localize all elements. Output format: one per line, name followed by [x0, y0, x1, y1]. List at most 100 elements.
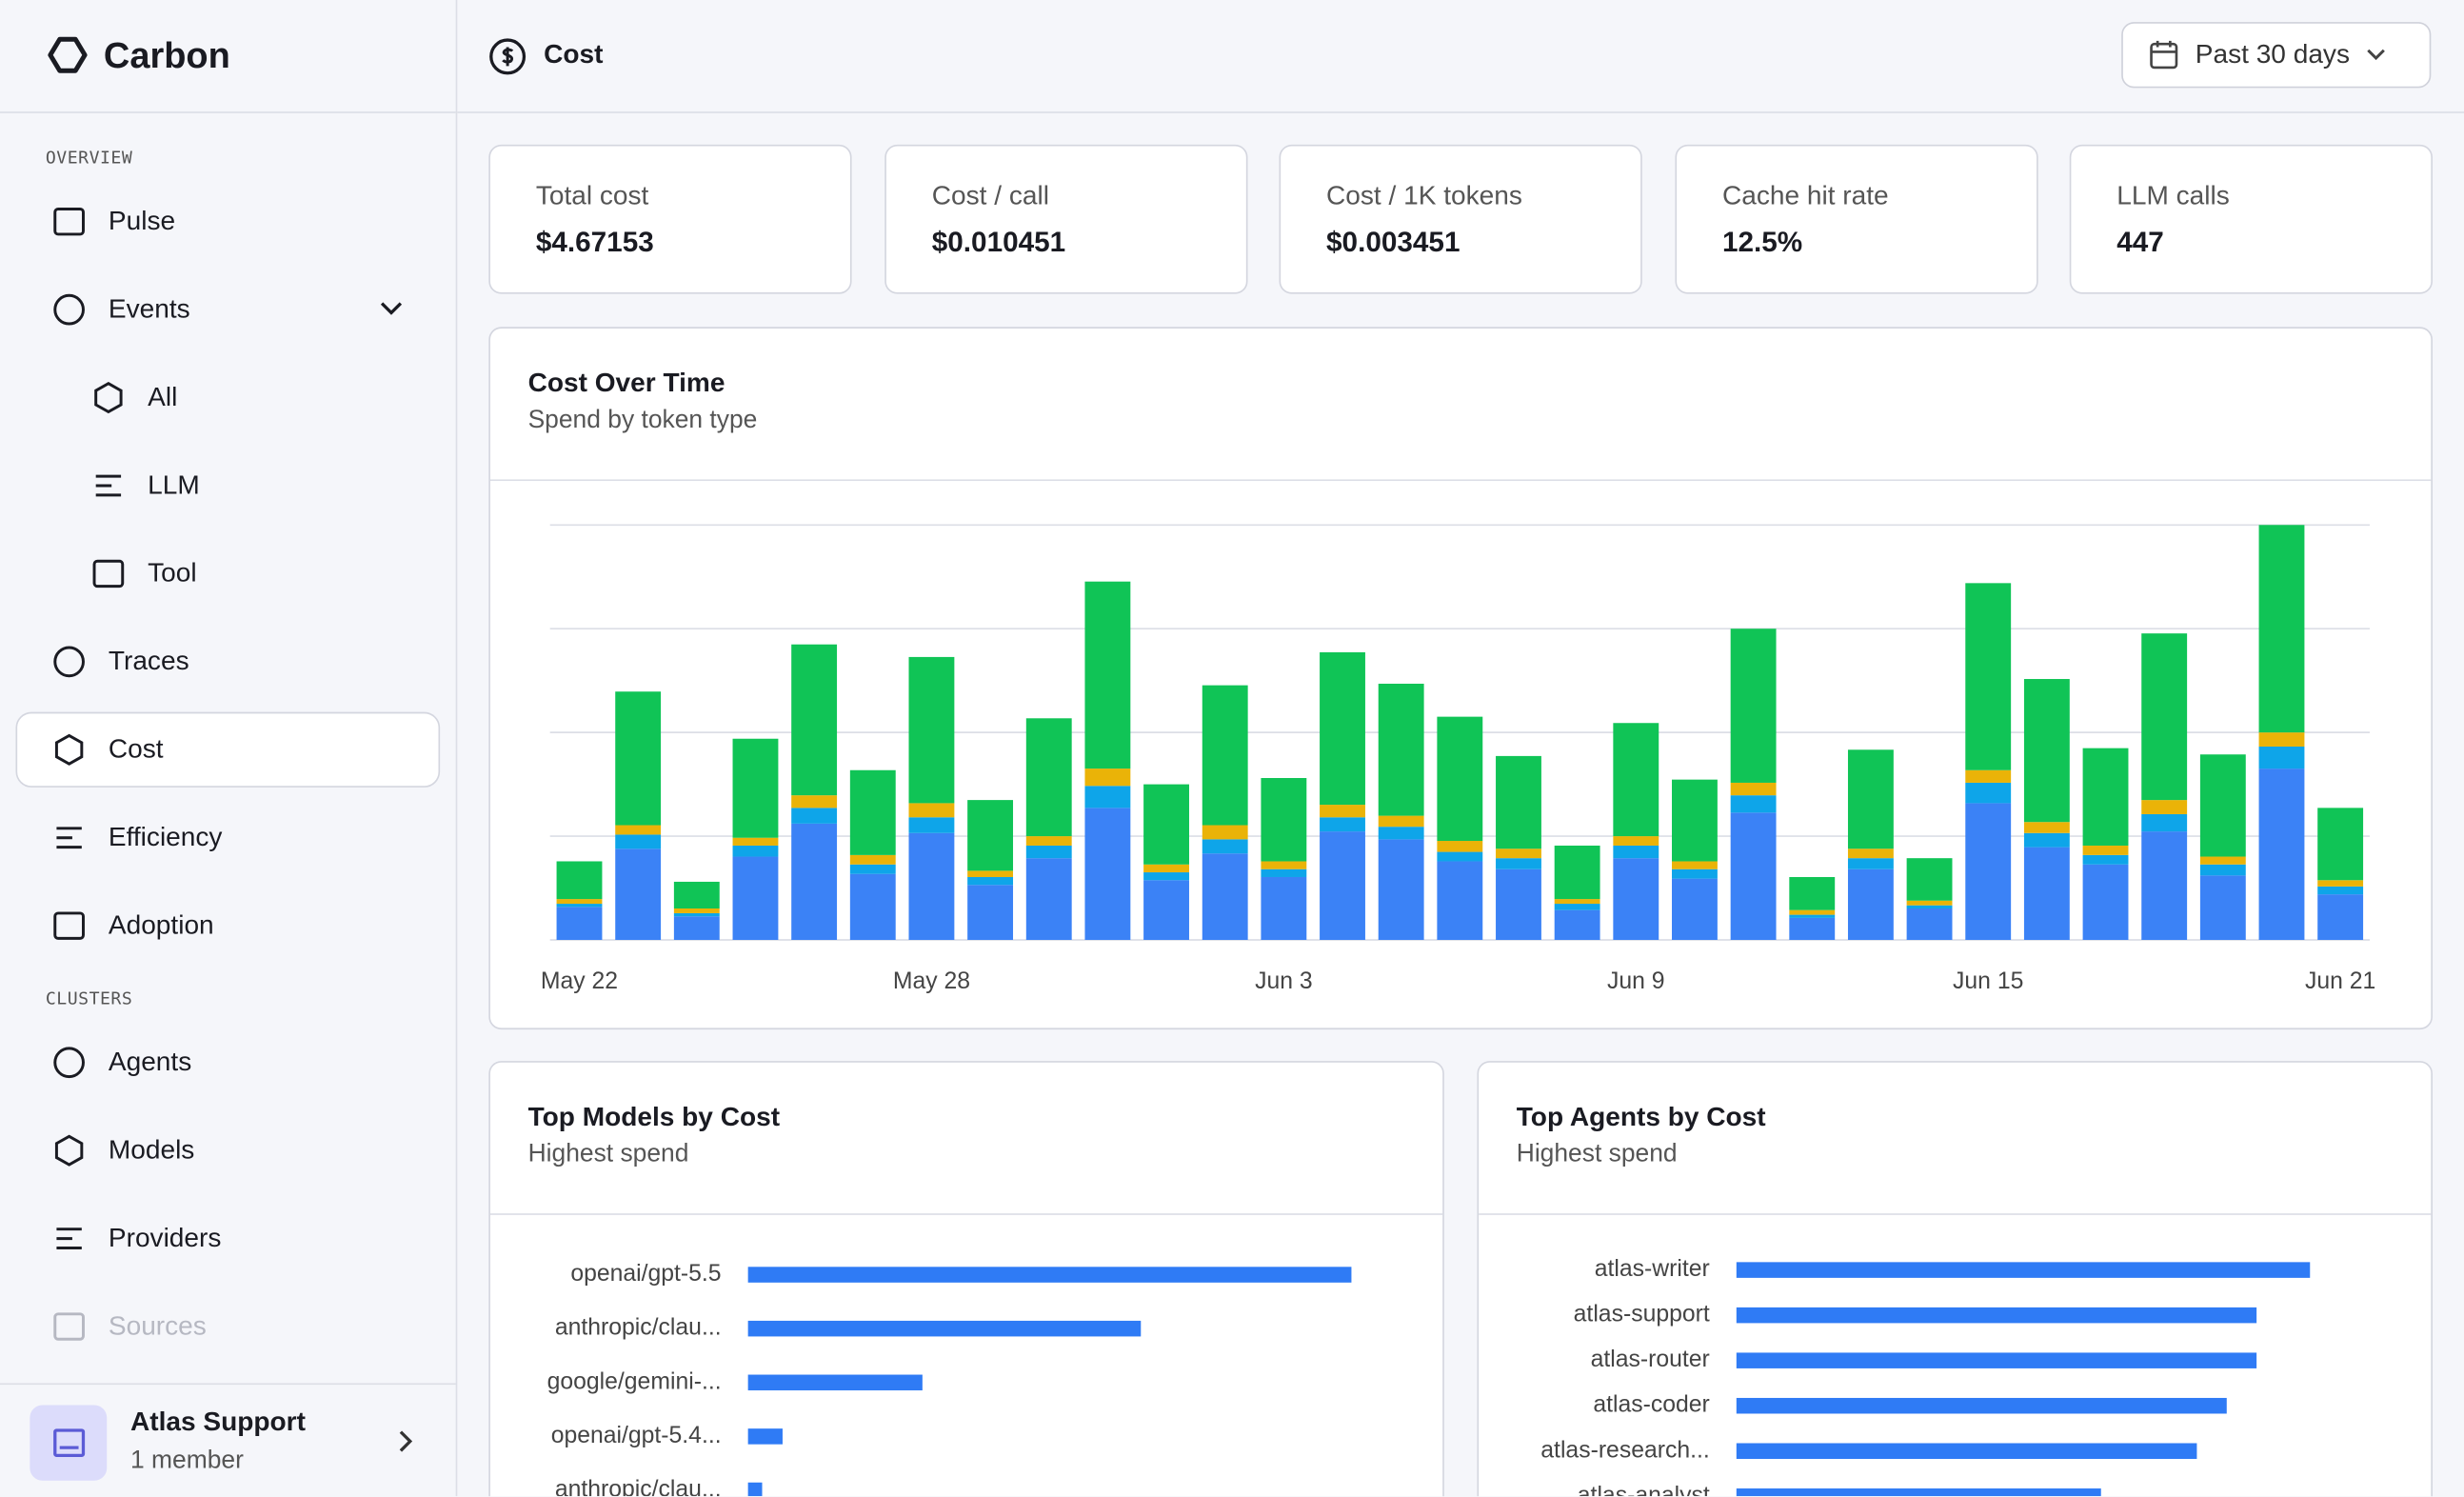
- kpi-card: Cache hit rate 12.5%: [1675, 144, 2038, 294]
- icon-shape: [56, 1228, 82, 1249]
- divider: [0, 111, 456, 113]
- kpi-value: $0.010451: [931, 226, 1066, 258]
- nav-icon: [54, 1134, 84, 1167]
- nav-label: Tool: [148, 557, 197, 589]
- kpi-card: Total cost $4.67153: [488, 144, 852, 294]
- nav-label: Agents: [108, 1047, 192, 1077]
- chart-subtitle: Highest spend: [527, 1141, 689, 1168]
- chart-card: Top Models by Cost Highest spend: [488, 1061, 1444, 1497]
- nav-item[interactable]: Traces: [16, 624, 441, 699]
- kpi-value: 12.5%: [1721, 226, 1803, 258]
- avatar-icon: [52, 1428, 85, 1458]
- icon-shape: [53, 1047, 85, 1079]
- chart-title: Top Models by Cost: [527, 1102, 781, 1132]
- icon-shape: [56, 827, 82, 849]
- chart-card: Top Agents by Cost Highest spend: [1477, 1061, 2433, 1497]
- chevron-right: [399, 1430, 413, 1452]
- nav-label: Adoption: [108, 909, 214, 941]
- nav-icon: [54, 733, 84, 766]
- chevron: [380, 302, 403, 315]
- workspace-avatar: [30, 1405, 108, 1481]
- nav-icon: [56, 1228, 82, 1249]
- date-range-picker[interactable]: Past 30 days: [2121, 22, 2432, 89]
- nav-item[interactable]: Pulse: [16, 184, 441, 259]
- page-title: Cost: [544, 39, 604, 70]
- kpi-value: $4.67153: [535, 226, 654, 258]
- nav-label: Pulse: [108, 206, 176, 236]
- chevron-down: [2367, 49, 2386, 61]
- kpi-card: Cost / 1K tokens $0.003451: [1279, 144, 1642, 294]
- brand-logo: [48, 36, 88, 73]
- icon-shape: [53, 646, 85, 678]
- nav-item: Sources: [16, 1288, 441, 1364]
- icon-shape: [53, 911, 85, 940]
- chart-subtitle: Spend by token type: [527, 407, 758, 434]
- workspace-members: 1 member: [129, 1447, 244, 1475]
- nav-item[interactable]: Cost: [15, 711, 441, 788]
- kpi-label: LLM calls: [2116, 180, 2230, 211]
- kpi-label: Cache hit rate: [1721, 180, 1889, 211]
- icon-shape: [94, 382, 123, 414]
- nav-icon: [53, 1047, 85, 1079]
- section-label: OVERVIEW: [45, 148, 133, 169]
- chart-subtitle: Highest spend: [1516, 1141, 1678, 1168]
- brand-name: Carbon: [103, 33, 230, 75]
- nav-item[interactable]: Efficiency: [16, 800, 441, 875]
- workspace-name: Atlas Support: [129, 1407, 306, 1437]
- kpi-value: 447: [2116, 226, 2164, 258]
- icon-shape: [54, 733, 84, 766]
- nav-icon: [53, 208, 85, 236]
- icon-shape: [54, 1134, 84, 1167]
- nav-icon: [95, 474, 122, 497]
- nav-item[interactable]: Models: [16, 1113, 441, 1188]
- nav-item[interactable]: Events: [16, 272, 441, 348]
- sidebar: Carbon OVERVIEW Pulse Events All LLM Tool Trac…: [0, 0, 458, 1497]
- cost-icon: [489, 38, 527, 75]
- nav-label: Events: [108, 293, 190, 325]
- icon-shape: [53, 1312, 85, 1341]
- page-header: Cost Past 30 days: [457, 0, 2464, 113]
- calendar-icon: [2150, 40, 2178, 70]
- icon-shape: [95, 474, 122, 497]
- nav-item[interactable]: Providers: [16, 1201, 441, 1276]
- nav-icon: [53, 646, 85, 678]
- nav-label: LLM: [148, 469, 200, 500]
- divider: [489, 479, 2432, 482]
- nav-label: Cost: [108, 733, 164, 765]
- nav-item[interactable]: Adoption: [16, 888, 441, 964]
- divider: [1479, 1213, 2432, 1215]
- nav-icon: [92, 559, 125, 589]
- icon-shape: [53, 293, 85, 326]
- brand[interactable]: Carbon: [48, 31, 230, 79]
- nav-label: Models: [108, 1134, 195, 1166]
- nav-item[interactable]: All: [16, 360, 441, 435]
- nav-list: OVERVIEW Pulse Events All LLM Tool Traces Cost E…: [15, 135, 441, 1377]
- nav-icon: [53, 1312, 85, 1341]
- chart-title: Top Agents by Cost: [1516, 1102, 1766, 1132]
- nav-label: Providers: [108, 1223, 222, 1253]
- nav-item[interactable]: LLM: [16, 448, 441, 523]
- workspace-switcher[interactable]: Atlas Support 1 member: [0, 1383, 456, 1496]
- nav-label: Sources: [108, 1310, 207, 1341]
- nav-icon: [94, 382, 123, 414]
- chart-title: Cost Over Time: [527, 368, 725, 398]
- kpi-value: $0.003451: [1326, 226, 1461, 258]
- nav-icon: [56, 827, 82, 849]
- nav-label: All: [148, 382, 178, 412]
- divider: [489, 1213, 1443, 1215]
- nav-item[interactable]: Tool: [16, 536, 441, 611]
- kpi-label: Total cost: [535, 180, 649, 211]
- kpi-label: Cost / 1K tokens: [1326, 180, 1522, 211]
- kpi-card: Cost / call $0.010451: [884, 144, 1248, 294]
- nav-icon: [53, 293, 85, 326]
- section-label: CLUSTERS: [45, 988, 133, 1009]
- icon-shape: [53, 208, 85, 236]
- nav-item[interactable]: Agents: [16, 1025, 441, 1100]
- chart-card: Cost Over Time Spend by token type: [488, 327, 2433, 1030]
- kpi-card: LLM calls 447: [2069, 144, 2433, 294]
- nav-label: Efficiency: [108, 822, 223, 852]
- chevron-path: [380, 302, 403, 315]
- nav-icon: [53, 911, 85, 940]
- nav-label: Traces: [108, 646, 189, 676]
- kpi-label: Cost / call: [931, 180, 1049, 211]
